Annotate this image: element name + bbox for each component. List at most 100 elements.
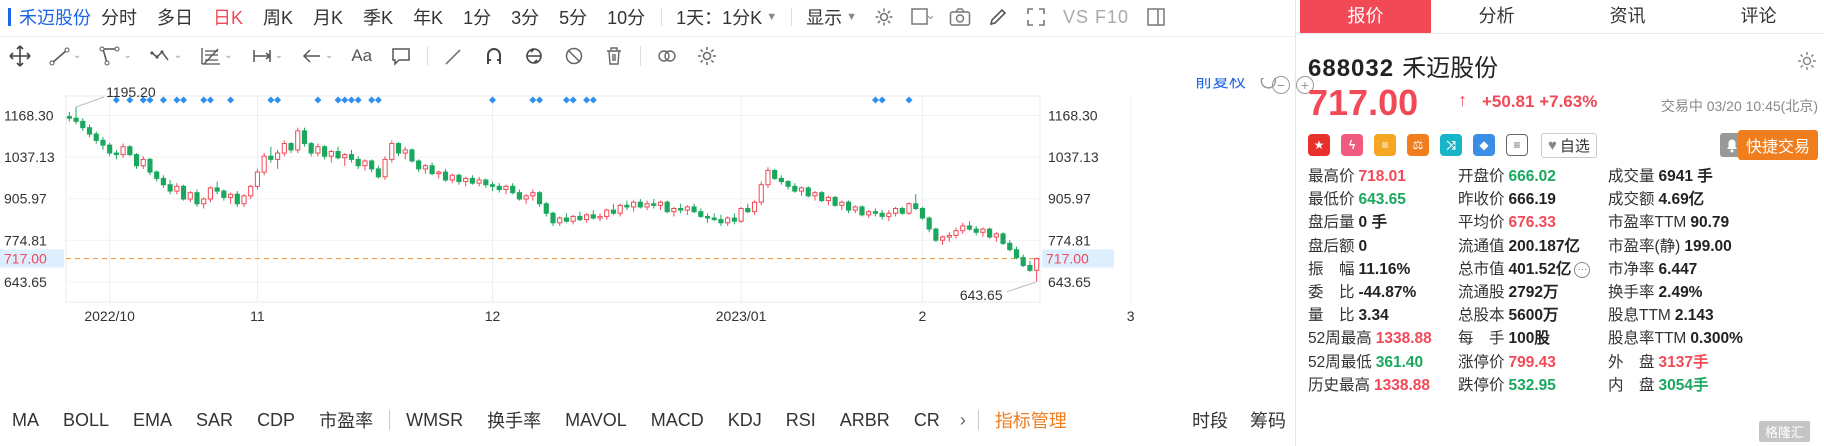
eraser-line-tool[interactable]	[434, 41, 474, 71]
gear-icon[interactable]	[1796, 50, 1818, 77]
indicator-9[interactable]: MACD	[650, 409, 704, 430]
candle	[624, 200, 630, 211]
toolbar-settings[interactable]	[687, 41, 727, 71]
candle	[772, 168, 778, 180]
quote-tab-0[interactable]: 报价	[1300, 0, 1431, 33]
add-watchlist-button[interactable]: ♥ 自选	[1541, 132, 1597, 158]
candle	[577, 211, 583, 222]
scale-icon[interactable]: ⚖	[1407, 134, 1429, 156]
arrow-tool[interactable]: ⌄	[292, 41, 342, 71]
chevron-right-icon[interactable]: ›	[959, 409, 966, 430]
polyline-icon	[99, 46, 120, 65]
indicator-8[interactable]: MAVOL	[565, 409, 627, 430]
event-diamond	[200, 96, 208, 104]
magnet-tool[interactable]	[474, 41, 514, 71]
indicator-5[interactable]: 市盈率	[319, 411, 374, 431]
settings-icon[interactable]	[873, 6, 895, 28]
checkbox-dropdown-icon[interactable]	[911, 6, 933, 28]
indicator-3[interactable]: SAR	[196, 409, 234, 430]
chips-tab[interactable]: 筹码	[1250, 411, 1286, 431]
period-tab-8[interactable]: 3分	[511, 8, 540, 28]
zoom-out-button[interactable]: −	[1272, 76, 1290, 94]
event-diamond	[374, 96, 382, 104]
restore-rights-toggle[interactable]: 前复权	[1195, 72, 1246, 91]
period-tab[interactable]: 时段	[1192, 411, 1228, 431]
tag-icon[interactable]: ◆	[1473, 134, 1495, 156]
candle	[355, 156, 361, 169]
period-tab-5[interactable]: 季K	[363, 8, 394, 28]
candle	[805, 186, 811, 198]
panel-toggle-icon[interactable]	[1145, 6, 1167, 28]
period-tab-7[interactable]: 1分	[463, 8, 492, 28]
delete-tool[interactable]	[594, 41, 634, 71]
measure-tool[interactable]: ⌄	[242, 41, 292, 71]
more-icon[interactable]: ···	[1574, 261, 1591, 278]
crosshair-tool[interactable]	[0, 41, 40, 71]
quote-tab-1[interactable]: 分析	[1478, 6, 1515, 26]
wave-tool[interactable]: ⌄	[141, 41, 191, 71]
quote-tab-2[interactable]: 资讯	[1609, 6, 1646, 26]
vs-f10-button[interactable]: VS F10	[1062, 6, 1129, 27]
y-tick-right: 905.97	[1048, 191, 1091, 207]
quote-tabs: 报价 分析 资讯 评论	[1300, 0, 1824, 34]
fullscreen-icon[interactable]	[1025, 6, 1047, 28]
text-tool[interactable]: Aa	[342, 41, 381, 71]
period-tab-3[interactable]: 周K	[263, 8, 294, 28]
indicator-manage-button[interactable]: 指标管理	[994, 411, 1067, 431]
price-tag-left-bg	[0, 249, 64, 268]
period-tab-0[interactable]: 分时	[101, 8, 137, 28]
indicator-13[interactable]: CR	[913, 409, 940, 430]
candle-body	[664, 201, 670, 213]
period-tab-9[interactable]: 5分	[559, 8, 588, 28]
fib-tool[interactable]: ⌄	[191, 41, 241, 71]
shuffle-icon[interactable]: ⤨	[1440, 134, 1462, 156]
indicator-2[interactable]: EMA	[133, 409, 173, 430]
quote-tab-3[interactable]: 评论	[1740, 6, 1777, 26]
stat-value: 3137手	[1658, 353, 1709, 371]
candle-body	[1000, 233, 1006, 244]
indicator-12[interactable]: ARBR	[839, 409, 890, 430]
stock-name-tab[interactable]: 禾迈股份	[8, 4, 91, 30]
stat-value: 100股	[1508, 330, 1550, 348]
event-diamond	[589, 96, 597, 104]
quick-trade-button[interactable]: 快捷交易	[1737, 130, 1818, 160]
period-tab-bar: 禾迈股份 分时 多日 日K 周K 月K 季K 年K 1分 3分 5分 10分 1天：1分K ▼ 显示 ▼…	[0, 0, 1296, 34]
bolt-icon[interactable]: ϟ	[1341, 134, 1363, 156]
indicator-1[interactable]: BOLL	[63, 409, 110, 430]
event-diamond	[139, 96, 147, 104]
candle-body	[308, 143, 314, 154]
period-tab-1[interactable]: 多日	[157, 8, 193, 28]
period-tab-4[interactable]: 月K	[313, 8, 344, 28]
stat-label: 换手率	[1608, 283, 1655, 301]
arrow-left-icon	[302, 48, 320, 63]
sync-tool[interactable]	[514, 41, 554, 71]
camera-icon[interactable]	[949, 6, 971, 28]
zoom-in-button[interactable]: +	[1296, 76, 1314, 94]
indicator-0[interactable]: MA	[12, 409, 39, 430]
candle	[140, 156, 146, 169]
comment-tool[interactable]	[381, 41, 421, 71]
candle	[725, 216, 731, 226]
indicator-10[interactable]: KDJ	[727, 409, 762, 430]
pencil-icon[interactable]	[987, 6, 1009, 28]
indicator-6[interactable]: WMSR	[406, 409, 464, 430]
line-tool[interactable]: ⌄	[40, 41, 90, 71]
polyline-tool[interactable]: ⌄	[90, 41, 140, 71]
period-tab-6[interactable]: 年K	[413, 8, 444, 28]
indicator-7[interactable]: 换手率	[487, 411, 542, 431]
candle-body	[221, 190, 227, 198]
coins-icon[interactable]: ≡	[1374, 134, 1396, 156]
period-tab-10[interactable]: 10分	[607, 8, 646, 28]
display-dropdown[interactable]: 显示 ▼	[798, 4, 865, 30]
candle-body	[348, 154, 355, 160]
china-flag-icon[interactable]: ★	[1308, 134, 1330, 156]
hide-tool[interactable]	[554, 41, 594, 71]
multi-period-dropdown[interactable]: 1天：1分K ▼	[668, 4, 785, 30]
note-icon[interactable]: ≡	[1506, 134, 1528, 156]
stat-value: 799.43	[1508, 353, 1556, 371]
indicator-11[interactable]: RSI	[785, 409, 816, 430]
kline-chart[interactable]: 717.00 717.00 1168.30 1037.13 905.97 774.81 6…	[0, 72, 1314, 396]
period-tab-2[interactable]: 日K	[213, 8, 244, 28]
link-tool[interactable]	[647, 41, 687, 71]
indicator-4[interactable]: CDP	[257, 409, 296, 430]
